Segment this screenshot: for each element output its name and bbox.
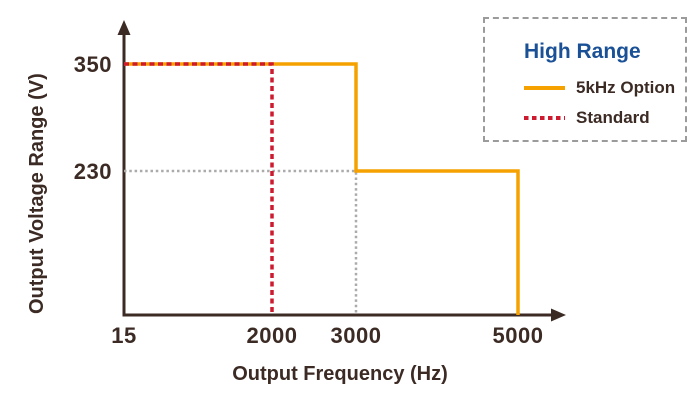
series-line-5khz-option [124, 62, 520, 315]
legend-title: High Range [524, 40, 641, 63]
legend-box: High Range 5kHz Option Standard [483, 17, 687, 142]
x-tick-2000: 2000 [246, 323, 298, 348]
x-tick-3000: 3000 [330, 323, 382, 348]
y-axis-arrow-icon [117, 20, 131, 35]
solid-line-swatch [524, 85, 565, 90]
reference-guide-line [124, 169, 358, 315]
dashed-line-swatch [524, 115, 565, 120]
x-tick-15: 15 [111, 323, 137, 348]
y-tick-350: 350 [73, 52, 112, 77]
legend-entry-standard: Standard [524, 109, 650, 126]
y-tick-230: 230 [73, 159, 112, 184]
x-tick-5000: 5000 [492, 323, 544, 348]
y-axis-title: Output Voltage Range (V) [26, 73, 48, 315]
legend-label-standard: Standard [576, 108, 650, 127]
legend-label-5khz-option: 5kHz Option [576, 78, 676, 97]
series-line-standard [124, 62, 274, 315]
x-axis-arrow-icon [551, 308, 566, 322]
x-axis-title: Output Frequency (Hz) [232, 363, 448, 385]
legend-entry-5khz-option: 5kHz Option [524, 79, 675, 96]
